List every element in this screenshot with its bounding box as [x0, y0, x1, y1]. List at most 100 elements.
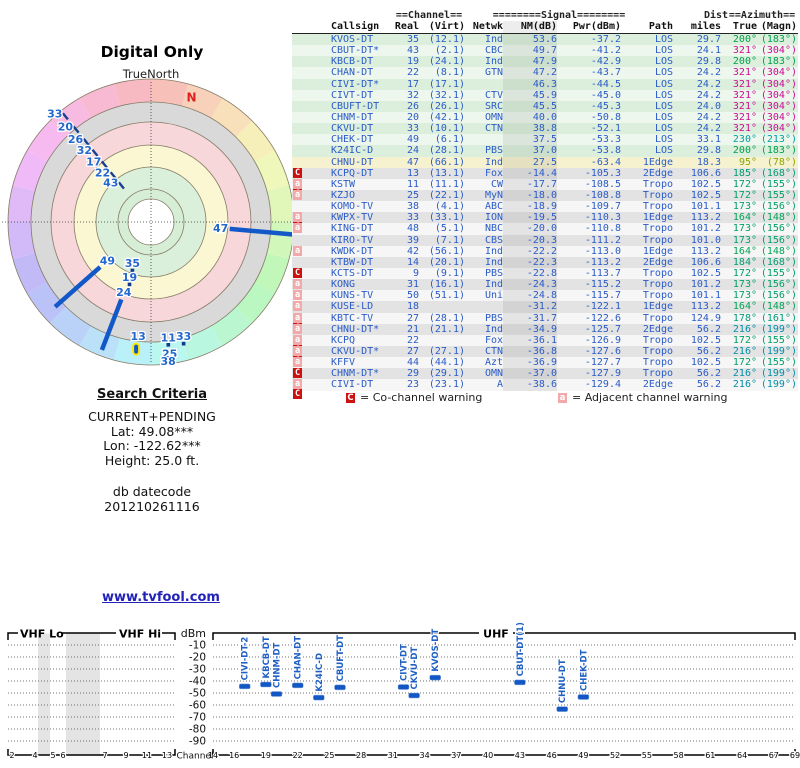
cell-power-dbm: -44.5 — [590, 78, 621, 90]
radar-channel-label: 24 — [116, 286, 132, 299]
cell-real-channel: 33 — [406, 123, 419, 135]
cell-virtual-channel: (27.1) — [428, 345, 465, 357]
cell-azimuth-magnetic: (148°) — [760, 245, 797, 257]
cell-azimuth-magnetic: (156°) — [760, 290, 797, 302]
table-row: KIRO-TV 39 (7.1) CBS -20.3 -111.2 Tropo 101.0 17… — [292, 234, 798, 246]
station-label: CKVU-DT — [410, 647, 420, 690]
cell-azimuth-magnetic: (304°) — [760, 111, 797, 123]
cell-azimuth-true: 321° — [732, 78, 757, 90]
cell-azimuth-magnetic: (155°) — [760, 267, 797, 279]
cell-network — [465, 301, 503, 312]
table-row: aCCKVU-DT*27(27.1)CTN-36.8-127.6Tropo56.… — [292, 345, 798, 366]
cell-azimuth-true: 95° — [738, 156, 757, 168]
cell-nm-db: -18.0 — [503, 189, 557, 202]
cell-distance: 106.6 — [690, 167, 721, 179]
cell-nm-db: -20.3 — [503, 234, 557, 246]
cell-nm-db: -38.6 — [503, 379, 557, 391]
cell-real-channel: 49 — [406, 134, 419, 146]
warning-badge-a: a — [293, 334, 302, 345]
table-body: KVOS-DT 35 (12.1) Ind 53.6 -37.2 LOS 29.7 200° (1… — [292, 34, 798, 400]
tvfool-link[interactable]: www.tvfool.com — [102, 590, 220, 605]
cell-azimuth-magnetic: (213°) — [760, 134, 797, 146]
cell-nm-db: -18.9 — [503, 201, 557, 213]
table-row: KOMO-TV 38 (4.1) ABC -18.9 -109.7 Tropo 101.1 17… — [292, 201, 798, 213]
cell-callsign: CHEK-DT — [331, 134, 374, 146]
panel-border — [513, 632, 796, 640]
warning-badge-a: a — [293, 290, 302, 301]
cell-azimuth-magnetic: (199°) — [760, 368, 797, 380]
cell-power-dbm: -108.5 — [584, 178, 621, 190]
cell-azimuth-magnetic: (304°) — [760, 100, 797, 112]
cell-real-channel: 27 — [406, 345, 419, 357]
channel-axis-title: Channel — [177, 752, 214, 762]
cell-path: LOS — [654, 67, 673, 79]
cell-path: LOS — [654, 111, 673, 123]
cell-callsign: KCTS-DT — [331, 267, 374, 279]
cell-azimuth-magnetic: (155°) — [760, 334, 797, 346]
cell-callsign: CHNM-DT — [331, 111, 374, 123]
radar-signal-line — [229, 226, 295, 237]
cell-path: Tropo — [642, 178, 673, 190]
cell-real-channel: 48 — [406, 223, 419, 235]
cell-virtual-channel: (5.1) — [434, 223, 465, 235]
spectrum-marker — [429, 674, 441, 681]
radar-channel-label: 47 — [213, 222, 228, 235]
cell-path: LOS — [654, 45, 673, 57]
channel-tick-label: 6 — [60, 751, 65, 760]
channel-tick-label: 13 — [162, 751, 172, 760]
cell-network: OMN — [484, 368, 503, 380]
cell-callsign: KBTC-TV — [331, 312, 374, 324]
cell-path: Tropo — [642, 223, 673, 235]
cell-distance: 24.2 — [696, 67, 721, 79]
cell-power-dbm: -127.7 — [584, 357, 621, 369]
cell-nm-db: -22.8 — [503, 267, 557, 280]
cell-azimuth-magnetic: (155°) — [760, 178, 797, 190]
table-row: CHNM-DT 20 (42.1) OMN 40.0 -50.8 LOS 24.2 321° (3… — [292, 111, 798, 124]
cell-distance: 56.2 — [696, 368, 721, 380]
cell-azimuth-true: 321° — [732, 89, 757, 101]
channel-tick-label: 28 — [356, 751, 366, 760]
station-label: CHNM-DT — [273, 642, 283, 688]
cell-azimuth-true: 172° — [732, 357, 757, 369]
cell-azimuth-magnetic: (156°) — [760, 234, 797, 246]
spectrum-marker — [270, 691, 283, 697]
cell-network: CTN — [484, 123, 503, 135]
cell-virtual-channel: (24.1) — [428, 56, 465, 68]
cell-azimuth-magnetic: (304°) — [760, 123, 797, 135]
warning-badge-a: a — [293, 189, 302, 200]
cell-network: Fox — [484, 167, 503, 179]
cell-azimuth-true: 164° — [732, 245, 757, 257]
header-group-azimuth: ==Azimuth== — [728, 10, 796, 21]
table-row: a KUNS-TV 50 (51.1) Uni -24.8 -115.7 Tropo 101.1… — [292, 290, 798, 302]
table-row: a KUSE-LD 18 -31.2 -122.1 1Edge 113.2 164° (148°… — [292, 301, 798, 313]
cell-virtual-channel: (42.1) — [428, 111, 465, 123]
cell-distance: 124.9 — [690, 312, 721, 324]
radar-chart: Digital Only TrueNorth N 33 20 26 32 17 22 43 47 49… — [0, 30, 312, 369]
cell-real-channel: 25 — [406, 189, 419, 201]
cell-path: Tropo — [642, 189, 673, 201]
cell-callsign: CHAN-DT — [331, 67, 374, 79]
cell-network: PBS — [484, 312, 503, 324]
cell-callsign: KSTW — [331, 178, 356, 190]
spectrum-svg: -10-20-30-40-50-60-70-80-90 dBm VHF Lo VHF … — [7, 621, 800, 762]
cell-azimuth-magnetic: (199°) — [760, 323, 797, 335]
station-label: CBUFT-DT — [336, 635, 346, 682]
table-row: a KZJO 25 (22.1) MyN -18.0 -108.8 Tropo 102.5 172… — [292, 189, 798, 202]
cell-azimuth-true: 164° — [732, 212, 757, 224]
channel-tick-label: 67 — [769, 751, 779, 760]
channel-tick-label: 43 — [515, 751, 525, 760]
cell-path: 1Edge — [642, 301, 673, 313]
cell-path: LOS — [654, 134, 673, 146]
cell-virtual-channel: (6.1) — [434, 134, 465, 146]
cell-virtual-channel: (11.1) — [428, 178, 465, 190]
channel-tick-label: 46 — [547, 751, 557, 760]
spectrum-marker — [514, 679, 526, 686]
warning-badge-a: a — [293, 379, 302, 390]
channel-tick-label: 22 — [293, 751, 303, 760]
cell-azimuth-true: 173° — [732, 234, 757, 246]
cell-path: Tropo — [642, 357, 673, 369]
col-header: Real — [394, 21, 419, 32]
warning-badge-a: a — [293, 279, 302, 290]
cell-nm-db: 27.5 — [503, 156, 557, 168]
cell-path: LOS — [654, 123, 673, 135]
